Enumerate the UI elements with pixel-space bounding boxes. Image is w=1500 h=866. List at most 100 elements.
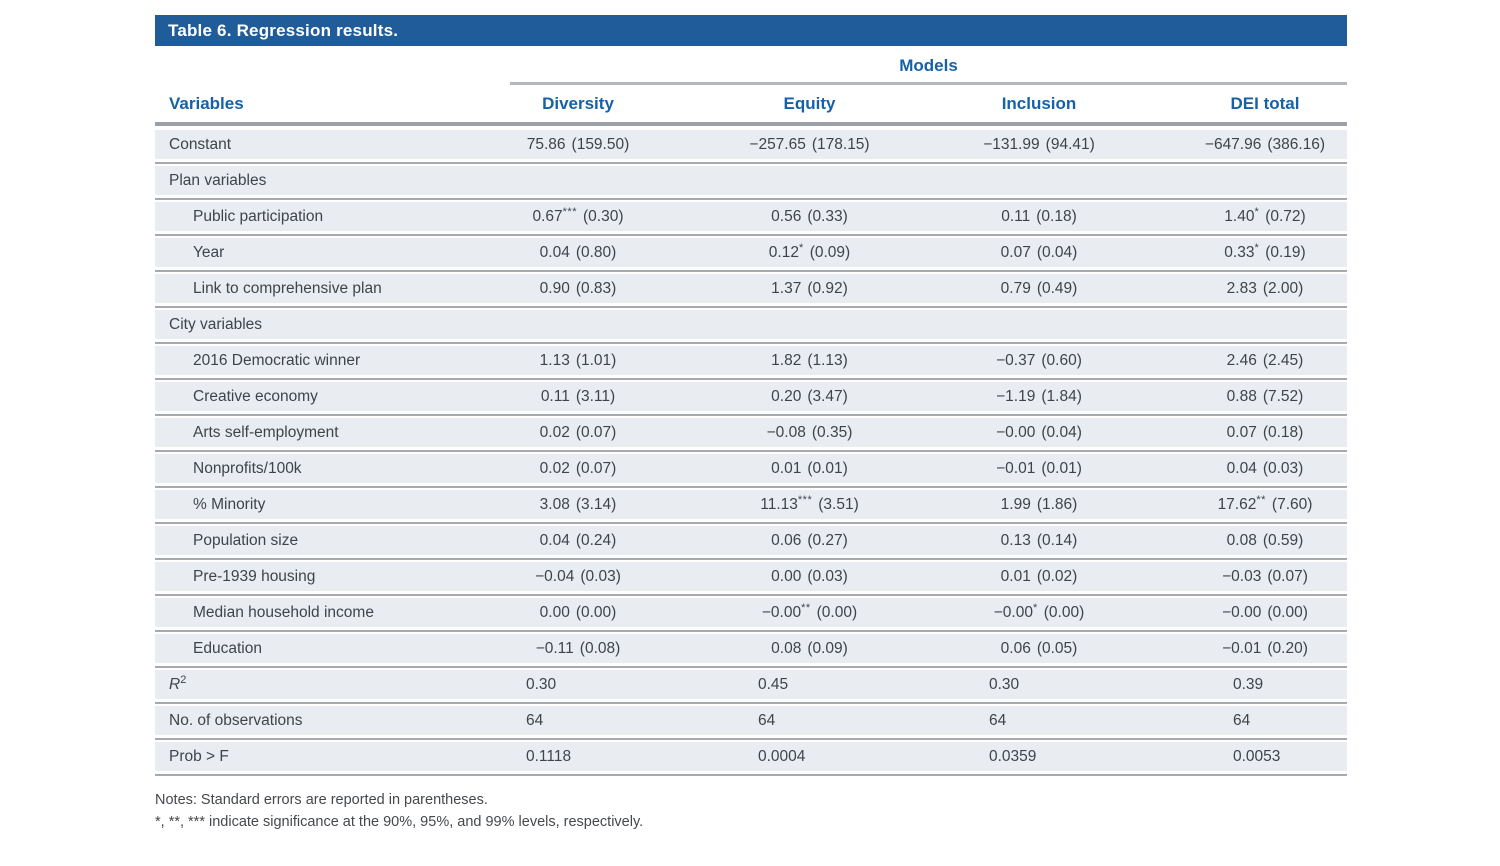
row-label: Creative economy bbox=[193, 388, 318, 405]
significance-stars: * bbox=[1032, 601, 1038, 614]
cell-dei-total: 17.62** (7.60) bbox=[1153, 490, 1347, 519]
cell-equity: 0.0004 bbox=[694, 742, 925, 771]
standard-error: (0.09) bbox=[807, 640, 848, 657]
standard-error: (0.08) bbox=[579, 640, 621, 657]
cell-inclusion: 0.06 (0.05) bbox=[925, 634, 1153, 663]
cell-equity: 0.01 (0.01) bbox=[694, 454, 925, 483]
cell-diversity: 0.11 (3.11) bbox=[462, 382, 694, 411]
cell-diversity: 0.02 (0.07) bbox=[462, 418, 694, 447]
table-row-r-squared: R2 0.30 0.45 0.30 0.39 bbox=[155, 670, 1347, 704]
coefficient: −0.00 bbox=[993, 604, 1033, 621]
coefficient: 0.88 bbox=[1226, 388, 1257, 405]
significance-stars: *** bbox=[562, 205, 577, 218]
coefficient: −647.96 bbox=[1204, 136, 1262, 153]
standard-error: (0.80) bbox=[575, 244, 617, 261]
coefficient: 0.07 bbox=[1000, 244, 1031, 261]
standard-error: (0.03) bbox=[580, 568, 621, 585]
coefficient: 0.67 bbox=[532, 208, 563, 225]
row-label: Education bbox=[193, 640, 262, 657]
cell-diversity: 0.90 (0.83) bbox=[462, 274, 694, 303]
cell-equity: −257.65 (178.15) bbox=[694, 130, 925, 159]
cell-diversity: 0.1118 bbox=[462, 742, 694, 771]
statistic: 0.30 bbox=[526, 676, 557, 693]
cell-dei-total: 0.88 (7.52) bbox=[1153, 382, 1347, 411]
coefficient: 0.04 bbox=[539, 244, 570, 261]
coefficient: 0.79 bbox=[1000, 280, 1031, 297]
cell-diversity: 3.08 (3.14) bbox=[462, 490, 694, 519]
cell-dei-total: 2.83 (2.00) bbox=[1153, 274, 1347, 303]
r-symbol: R bbox=[169, 676, 181, 693]
coefficient: −0.01 bbox=[1222, 640, 1262, 657]
standard-error: (0.20) bbox=[1267, 640, 1308, 657]
cell-diversity: −0.11 (0.08) bbox=[462, 634, 694, 663]
cell-dei-total: 0.04 (0.03) bbox=[1153, 454, 1347, 483]
cell-diversity: 64 bbox=[462, 706, 694, 735]
standard-error: (0.00) bbox=[816, 604, 858, 621]
cell-dei-total: 0.33* (0.19) bbox=[1153, 238, 1347, 267]
cell-diversity: 0.04 (0.80) bbox=[462, 238, 694, 267]
coefficient: 0.04 bbox=[539, 532, 570, 549]
standard-error: (0.30) bbox=[583, 208, 624, 225]
standard-error: (3.11) bbox=[575, 388, 616, 405]
cell-equity: 64 bbox=[694, 706, 925, 735]
coefficient: −131.99 bbox=[983, 136, 1040, 153]
section-row-city-variables: City variables bbox=[155, 310, 1347, 344]
cell-equity: −0.00** (0.00) bbox=[694, 598, 925, 627]
coefficient: −0.04 bbox=[535, 568, 575, 585]
standard-error: (0.18) bbox=[1036, 208, 1077, 225]
coefficient: −257.65 bbox=[749, 136, 806, 153]
cell-inclusion: 0.79 (0.49) bbox=[925, 274, 1153, 303]
row-label: % Minority bbox=[193, 496, 266, 513]
coefficient: 2.46 bbox=[1226, 352, 1257, 369]
standard-error: (0.03) bbox=[807, 568, 848, 585]
cell-equity: 0.45 bbox=[694, 670, 925, 699]
table-row-median-household-income: Median household income 0.00 (0.00) −0.00… bbox=[155, 598, 1347, 632]
coefficient: −1.19 bbox=[996, 388, 1036, 405]
cell-inclusion: −131.99 (94.41) bbox=[925, 130, 1153, 159]
table-row-2016-democratic-winner: 2016 Democratic winner 1.13 (1.01) 1.82 (1… bbox=[155, 346, 1347, 380]
statistic: 0.45 bbox=[758, 676, 789, 693]
table-title: Table 6. Regression results. bbox=[168, 21, 399, 40]
coefficient: 0.13 bbox=[1000, 532, 1031, 549]
models-spanner-label: Models bbox=[510, 56, 1347, 85]
standard-error: (0.35) bbox=[811, 424, 853, 441]
column-header-equity: Equity bbox=[783, 94, 836, 113]
standard-error: (0.00) bbox=[1043, 604, 1085, 621]
significance-stars: * bbox=[1254, 205, 1260, 218]
coefficient: 0.01 bbox=[771, 460, 802, 477]
cell-dei-total: −0.01 (0.20) bbox=[1153, 634, 1347, 663]
coefficient: −0.37 bbox=[996, 352, 1036, 369]
cell-inclusion: 0.07 (0.04) bbox=[925, 238, 1153, 267]
cell-dei-total: 0.08 (0.59) bbox=[1153, 526, 1347, 555]
standard-error: (0.07) bbox=[575, 460, 617, 477]
cell-inclusion: −1.19 (1.84) bbox=[925, 382, 1153, 411]
row-label: Nonprofits/100k bbox=[193, 460, 302, 477]
row-label: Median household income bbox=[193, 604, 374, 621]
models-spacer bbox=[155, 56, 510, 85]
cell-diversity: 0.30 bbox=[462, 670, 694, 699]
significance-stars: *** bbox=[797, 493, 813, 506]
cell-inclusion: 0.0359 bbox=[925, 742, 1153, 771]
coefficient: 2.83 bbox=[1226, 280, 1257, 297]
row-label: 2016 Democratic winner bbox=[193, 352, 361, 369]
squared-exponent: 2 bbox=[180, 673, 187, 686]
coefficient: 11.13 bbox=[760, 496, 798, 513]
statistic: 64 bbox=[526, 712, 544, 729]
standard-error: (0.04) bbox=[1036, 244, 1078, 261]
row-label: Year bbox=[193, 244, 225, 261]
standard-error: (1.84) bbox=[1041, 388, 1082, 405]
coefficient: 1.40 bbox=[1224, 208, 1255, 225]
table-row-creative-economy: Creative economy 0.11 (3.11) 0.20 (3.47) −… bbox=[155, 382, 1347, 416]
coefficient: −0.08 bbox=[766, 424, 806, 441]
row-label: Arts self-employment bbox=[193, 424, 339, 441]
standard-error: (0.19) bbox=[1265, 244, 1306, 261]
section-label: City variables bbox=[169, 316, 263, 333]
table-row-education: Education −0.11 (0.08) 0.08 (0.09) 0.06 (0.… bbox=[155, 634, 1347, 668]
standard-error: (7.60) bbox=[1271, 496, 1313, 513]
standard-error: (1.86) bbox=[1036, 496, 1078, 513]
table-body: Constant 75.86 (159.50) −257.65 (178.15) −… bbox=[155, 130, 1347, 776]
row-label: Constant bbox=[169, 136, 232, 153]
cell-equity: −0.08 (0.35) bbox=[694, 418, 925, 447]
cell-dei-total: 2.46 (2.45) bbox=[1153, 346, 1347, 375]
coefficient: −0.00 bbox=[1222, 604, 1262, 621]
